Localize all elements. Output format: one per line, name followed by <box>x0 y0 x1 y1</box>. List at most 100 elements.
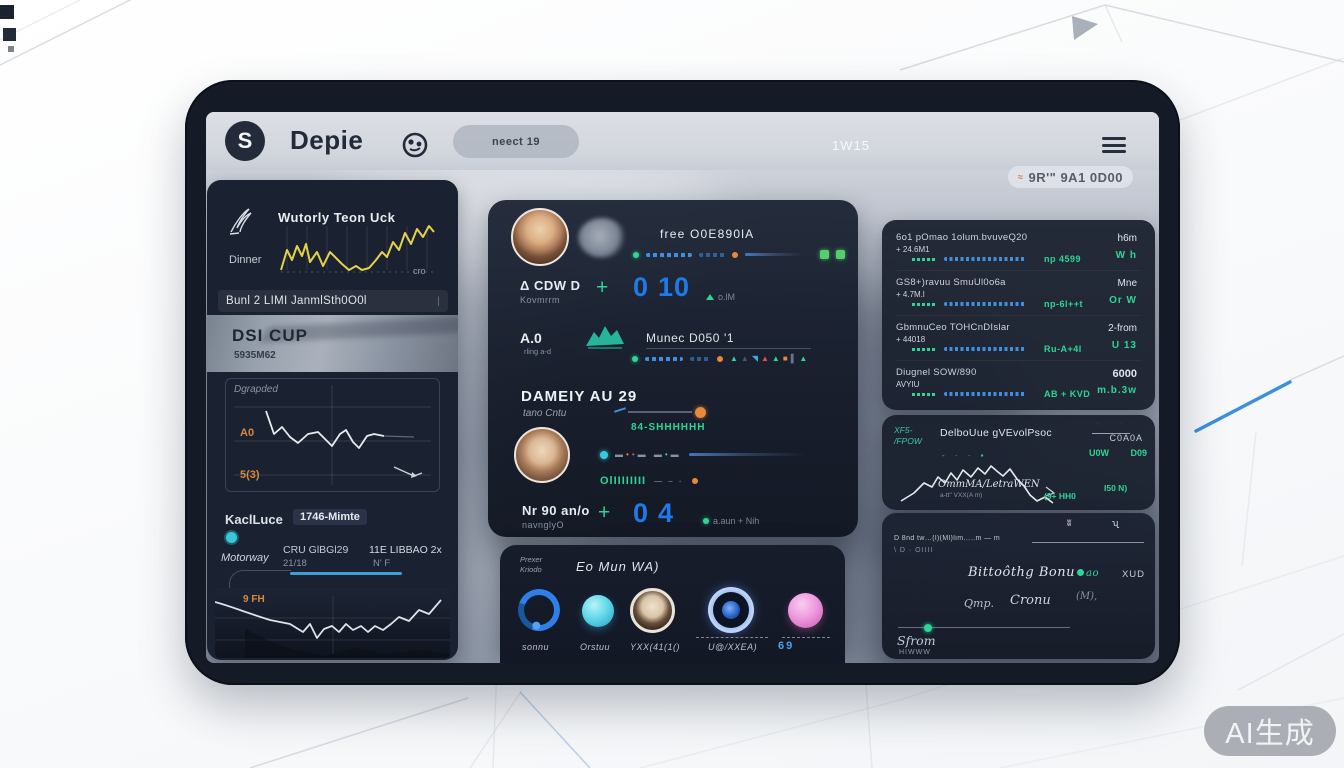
dock-title: Eo Mun WA) <box>576 559 660 574</box>
app-title: Depie <box>290 125 364 155</box>
mixed-dash-indicators: ▬••▬ ▬•▬ <box>615 450 682 459</box>
screen: S Depie neect 19 1W15 ≈ 9R'" 9A1 0D00 <box>206 112 1159 663</box>
chart-price-label: 9 FH <box>243 594 265 605</box>
y-axis-label: Dinner <box>229 254 262 266</box>
cyan-orb-icon[interactable] <box>582 595 614 627</box>
script-word-3: (M), <box>1076 591 1098 602</box>
slider[interactable] <box>898 624 1070 632</box>
dock-avatar[interactable] <box>630 588 675 633</box>
trend-label: Dgrapded <box>234 384 278 395</box>
avatar-user2[interactable] <box>514 427 570 483</box>
daily-progress[interactable] <box>628 407 706 418</box>
search-input[interactable]: neect 19 <box>453 125 579 158</box>
pink-orb-icon[interactable] <box>788 593 823 628</box>
footer-sub: HIWWW <box>899 649 931 656</box>
top-bar: S Depie neect 19 1W15 <box>206 112 1159 170</box>
daily-green-value: 84-SHHHHHH <box>631 422 706 433</box>
dock-label-4[interactable]: U@/XXEA) <box>708 642 758 652</box>
sidebar-ticker-row[interactable]: Bunl 2 LIMI JanmlSth0O0l | <box>218 290 448 312</box>
mid-chart-label: OmmMA/LetraWEN <box>938 479 1040 490</box>
dock-eyebrow: Prexer Kriodo <box>520 555 543 574</box>
dock-label-2[interactable]: Orstuu <box>580 642 611 652</box>
mid-dots: - · · ▪ <box>942 451 988 460</box>
metric2-delta: a.aun + Nih <box>703 516 759 526</box>
stat-col2-sub: N' F <box>373 558 391 569</box>
up-triangle-icon <box>706 294 714 300</box>
teal-splash-icon <box>586 326 624 349</box>
slider-handle[interactable] <box>924 624 932 632</box>
dock-label-1[interactable]: sonnu <box>522 642 550 652</box>
mid-chart-green1: (9+ HH0 <box>1044 491 1076 501</box>
stat-name: Motorway <box>221 552 269 564</box>
pen-scribble-icon <box>229 208 252 235</box>
glowing-eye-icon[interactable] <box>708 587 754 633</box>
list-row[interactable]: GS8+)ravuu SmuUl0o6a + 4.7M.l np-6l++t M… <box>896 271 1141 316</box>
metric1-label: Δ CDW D <box>520 278 581 293</box>
dash-underline <box>696 637 768 638</box>
green-mini-bar <box>912 348 936 351</box>
trend-y-label-2: 5(3) <box>240 469 260 481</box>
metric1-delta: o.lM <box>706 292 735 302</box>
mid-green-2: D09 <box>1130 448 1147 458</box>
mid-right-code: C0A0A <box>1109 433 1143 443</box>
user1-name: free O0E890lA <box>660 227 755 241</box>
mountain-line-chart <box>900 465 1056 504</box>
pair-label[interactable]: KaclLuce <box>225 512 283 527</box>
mid-green-1: U0W <box>1089 448 1109 458</box>
sidebar-chart-title: Wutorly Teon Uck <box>278 210 396 225</box>
stat-col1-sub: 21/18 <box>283 558 307 569</box>
dock-label-3[interactable]: YXX(41(1() <box>630 642 681 652</box>
metric2-sub: navnglyO <box>522 520 565 530</box>
face-icon[interactable] <box>402 132 428 158</box>
yellow-line-chart <box>280 225 435 273</box>
metric2-label-block: Nr 90 an/o navnglyO <box>522 503 590 530</box>
plus-icon[interactable]: + <box>598 501 611 524</box>
stat-col2: 11E LIBBAO 2x <box>369 544 442 556</box>
mid-glyphs: ʷ ʷ <box>1095 419 1131 429</box>
menu-icon[interactable] <box>1102 137 1126 153</box>
green-mini-bar <box>912 393 936 396</box>
tablet-frame: S Depie neect 19 1W15 ≈ 9R'" 9A1 0D00 <box>185 80 1180 685</box>
footer-word: Sfrom <box>897 633 936 648</box>
plus-icon[interactable]: + <box>596 276 609 299</box>
sidebar-bottom-chart: 9 FH <box>215 588 450 658</box>
mid-chart-green2: I50 N) <box>1104 483 1128 493</box>
fine-print: D 8nd tw…(l)(Ml)lim…..m — m <box>894 535 1001 542</box>
blue-progress-bar <box>290 572 402 575</box>
orange-dot-icon <box>695 407 706 418</box>
indicator-row-3: ▬••▬ ▬•▬ <box>600 450 848 459</box>
sidebar-selected-item[interactable]: DSI CUP 5935M62 <box>207 315 458 372</box>
account-tick-icon: ≈ <box>1018 172 1024 182</box>
green-square-indicator <box>820 250 829 259</box>
list-row[interactable]: 6o1 pOmao 1olum.bvuveQ20 + 24.6M1 np 459… <box>896 226 1141 271</box>
account-number[interactable]: ≈ 9R'" 9A1 0D00 <box>1008 166 1133 188</box>
mid-tag: XF5- /FPOW <box>894 425 922 447</box>
bottom-glyph-1: ʬ <box>1067 518 1072 528</box>
blue-ring-icon[interactable] <box>511 582 567 638</box>
daily-title: DAMEIY AU 29 <box>521 388 638 405</box>
triangle-indicators: ▲▲◥▲▲■▌▲ <box>730 354 811 363</box>
avatar-user1[interactable] <box>511 208 569 266</box>
dash-underline <box>782 637 830 638</box>
dock-label-5[interactable]: 69 <box>778 640 795 652</box>
green-mini-bar <box>912 258 936 261</box>
indicator-row-2: ▲▲◥▲▲■▌▲ <box>632 354 848 363</box>
list-row[interactable]: GbmnuCeo TOHCnDIslar + 44018 Ru-A+4l 2-f… <box>896 316 1141 361</box>
pair-badge[interactable]: 1746-Mimte <box>293 509 367 525</box>
blue-dash-bar <box>944 257 1026 261</box>
mid-title: DelboUue gVEvolPsoc <box>940 427 1130 439</box>
flag-shape <box>1072 16 1098 40</box>
selected-item-subtitle: 5935M62 <box>234 350 276 361</box>
ticker-divider: | <box>437 295 440 307</box>
trend-y-label-1: A0 <box>240 427 255 439</box>
script-word-1: Qmp. <box>964 597 994 610</box>
app-logo-icon[interactable]: S <box>225 121 265 161</box>
bottom-right-code: XUD <box>1121 569 1145 580</box>
bottom-title: Bittoôthg Bonu ao <box>968 565 1099 580</box>
mid-chart-sub: a-tt'' VXX(A m) <box>940 492 983 499</box>
selected-item-title: DSI CUP <box>232 326 308 345</box>
daily-sub: tano Cntu <box>523 408 567 419</box>
list-row[interactable]: Diugnel SOW/890 AVYIU AB + KVD 6000 m.b.… <box>896 367 1137 399</box>
